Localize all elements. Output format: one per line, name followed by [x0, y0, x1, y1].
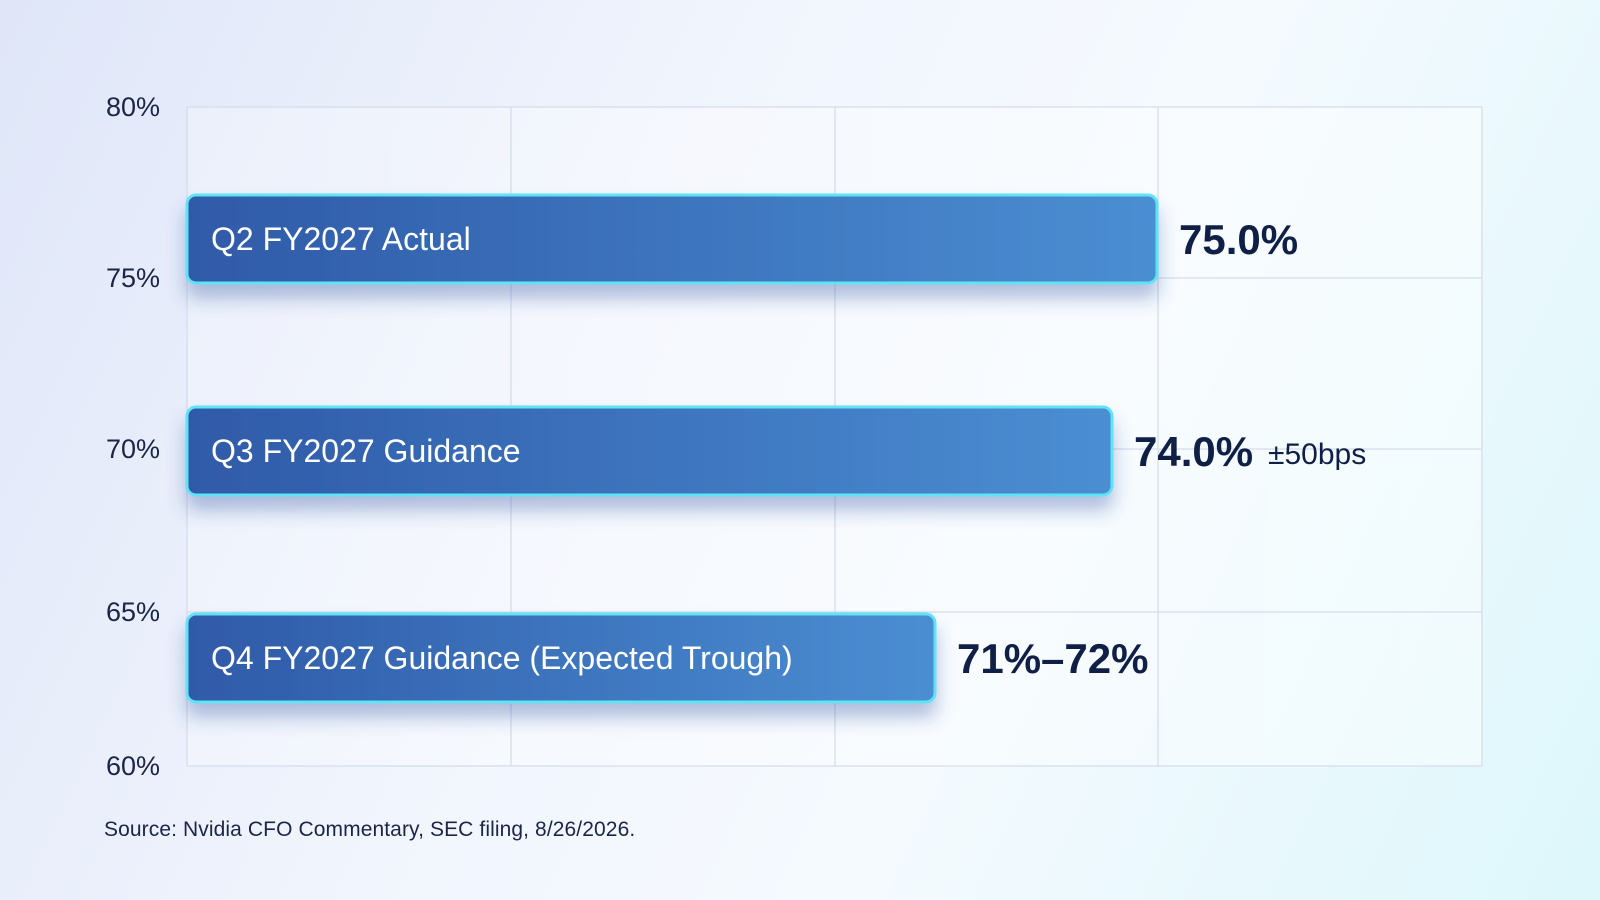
y-tick-label: 65% — [106, 597, 160, 627]
bar-label: Q2 FY2027 Actual — [211, 221, 471, 257]
bar-group: Q4 FY2027 Guidance (Expected Trough) 71%–… — [185, 612, 1148, 704]
bar — [185, 193, 1159, 285]
bar-group: Q2 FY2027 Actual 75.0% — [185, 193, 1298, 285]
bar-value-label: 74.0% — [1134, 428, 1253, 475]
bar — [185, 612, 937, 704]
bar-value-suffix: ±50bps — [1268, 438, 1366, 471]
bar — [185, 405, 1114, 497]
y-tick-label: 75% — [106, 263, 160, 293]
bar-group: Q3 FY2027 Guidance 74.0% ±50bps — [185, 405, 1366, 497]
bar-label: Q4 FY2027 Guidance (Expected Trough) — [211, 640, 793, 676]
bar-value-label: 71%–72% — [957, 635, 1148, 682]
bar-value-label: 75.0% — [1179, 216, 1298, 263]
y-tick-label: 70% — [106, 434, 160, 464]
y-tick-label: 80% — [106, 92, 160, 122]
y-tick-label: 60% — [106, 751, 160, 781]
bar-label: Q3 FY2027 Guidance — [211, 433, 521, 469]
source-note: Source: Nvidia CFO Commentary, SEC filin… — [104, 818, 636, 841]
